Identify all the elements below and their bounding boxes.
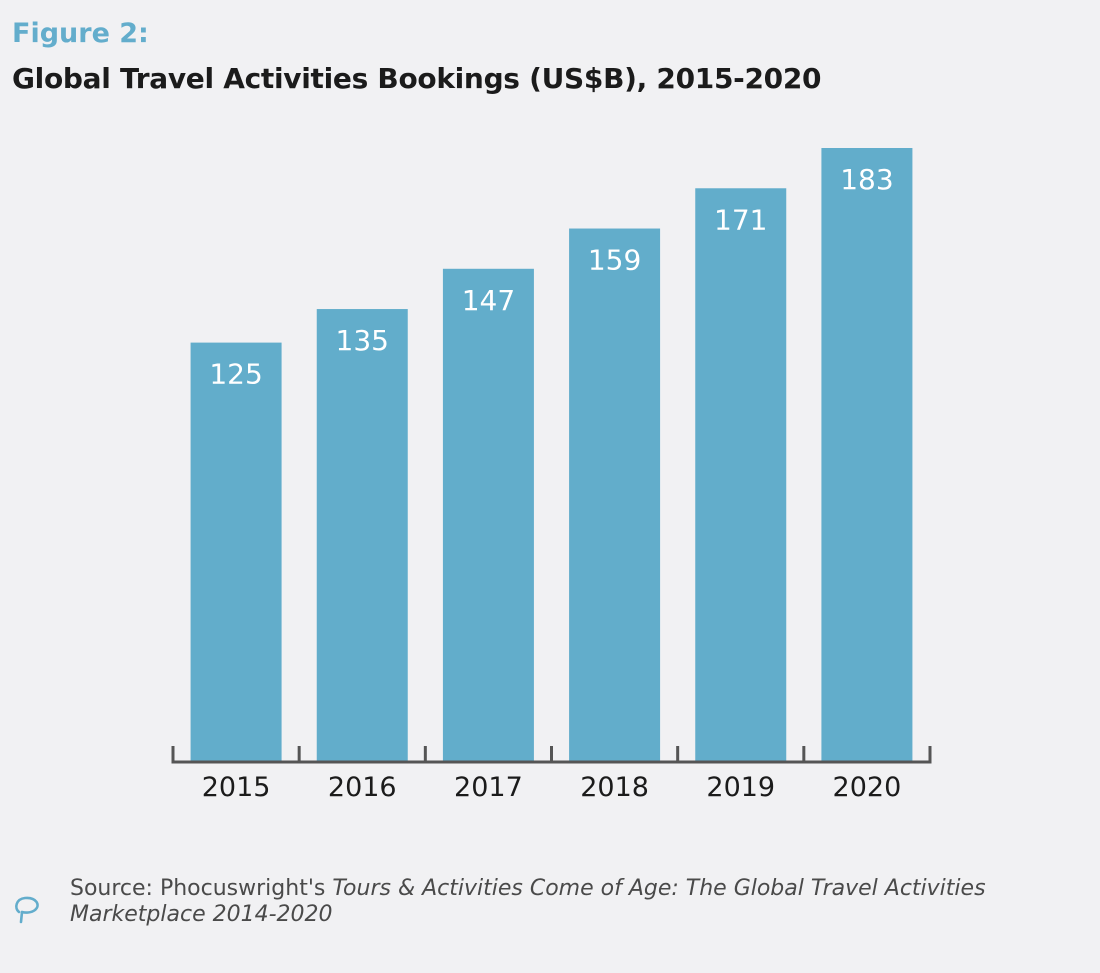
tick-label-2020: 2020	[833, 772, 902, 803]
data-label-2019: 171	[714, 203, 767, 236]
data-label-2018: 159	[588, 244, 641, 277]
data-label-2020: 183	[840, 163, 893, 196]
source-note: Source: Phocuswright's Tours & Activitie…	[70, 876, 1030, 928]
bar-2016	[316, 309, 408, 762]
bar-2018	[569, 228, 661, 762]
figure-label: Figure 2:	[12, 18, 149, 49]
data-label-2017: 147	[462, 284, 515, 317]
tick-label-2019: 2019	[706, 772, 775, 803]
bar-2019	[695, 188, 787, 762]
tick-label-2018: 2018	[580, 772, 649, 803]
tick-label-2016: 2016	[328, 772, 397, 803]
chart-title: Global Travel Activities Bookings (US$B)…	[12, 62, 822, 95]
source-prefix: Source: Phocuswright's	[70, 876, 333, 901]
bar-2020	[821, 148, 913, 762]
data-label-2016: 135	[336, 324, 389, 357]
x-axis: 2015 2016 2017 2018 2019 2020	[171, 746, 932, 803]
source-title: Tours & Activities Come of Age: The Glob…	[70, 876, 986, 927]
bar-2017	[442, 268, 534, 762]
data-label-2015: 125	[209, 358, 262, 391]
tick-label-2017: 2017	[454, 772, 523, 803]
tick-label-2015: 2015	[202, 772, 271, 803]
speech-bubble-icon	[15, 896, 39, 924]
bar-2015	[190, 342, 282, 762]
bars-group: 125 135 147 159 171 183	[190, 148, 913, 762]
